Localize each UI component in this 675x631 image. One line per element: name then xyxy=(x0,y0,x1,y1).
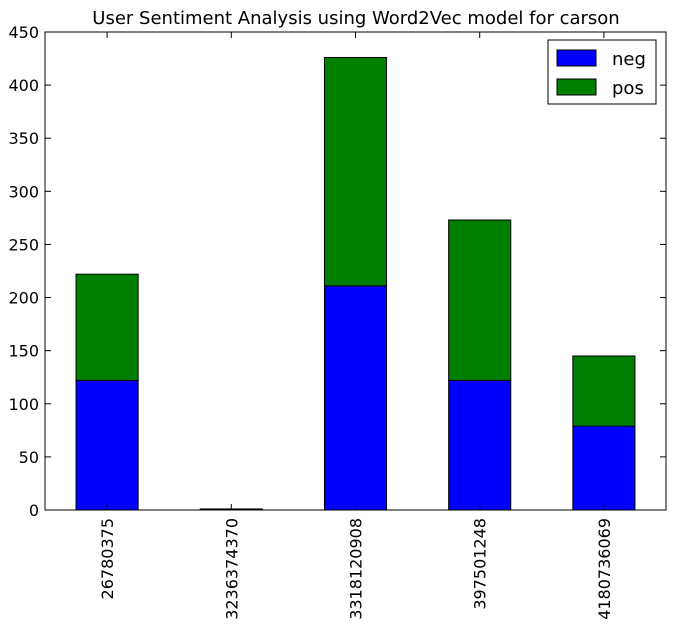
x-tick-label-3318120908: 3318120908 xyxy=(347,518,366,620)
bars-group xyxy=(75,56,636,511)
legend-swatch-neg xyxy=(556,49,597,67)
legend-label-neg: neg xyxy=(612,49,646,70)
legend: neg pos xyxy=(547,39,657,105)
y-tick-label-350: 350 xyxy=(8,129,39,148)
bar-neg-26780375 xyxy=(75,379,139,511)
y-tick-label-0: 0 xyxy=(29,501,39,520)
x-axis: 26780375 3236374370 3318120908 397501248 418… xyxy=(98,32,614,620)
y-tick-label-50: 50 xyxy=(19,448,39,467)
bar-neg-3318120908 xyxy=(323,285,388,511)
y-tick-label-200: 200 xyxy=(8,289,39,308)
bar-neg-397501248 xyxy=(448,379,512,511)
y-axis: 0 50 100 150 200 250 300 350 400 450 xyxy=(8,23,666,520)
plot-frame xyxy=(44,31,667,511)
y-tick-label-100: 100 xyxy=(8,395,39,414)
x-tick-label-397501248: 397501248 xyxy=(471,518,490,610)
y-tick-label-450: 450 xyxy=(8,23,39,42)
bar-pos-4180736069 xyxy=(572,355,636,427)
x-tick-label-26780375: 26780375 xyxy=(98,518,117,599)
x-tick-label-4180736069: 4180736069 xyxy=(595,518,614,620)
chart-title: User Sentiment Analysis using Word2Vec m… xyxy=(92,8,619,29)
legend-label-pos: pos xyxy=(612,78,644,99)
y-tick-label-400: 400 xyxy=(8,76,39,95)
y-tick-label-300: 300 xyxy=(8,182,39,201)
legend-swatch-pos xyxy=(556,78,597,96)
bar-neg-4180736069 xyxy=(572,425,636,511)
y-tick-label-250: 250 xyxy=(8,235,39,254)
x-tick-label-3236374370: 3236374370 xyxy=(222,518,241,620)
bar-pos-397501248 xyxy=(448,219,512,381)
y-tick-label-150: 150 xyxy=(8,342,39,361)
bar-pos-26780375 xyxy=(75,273,139,381)
bar-pos-3318120908 xyxy=(323,56,388,287)
